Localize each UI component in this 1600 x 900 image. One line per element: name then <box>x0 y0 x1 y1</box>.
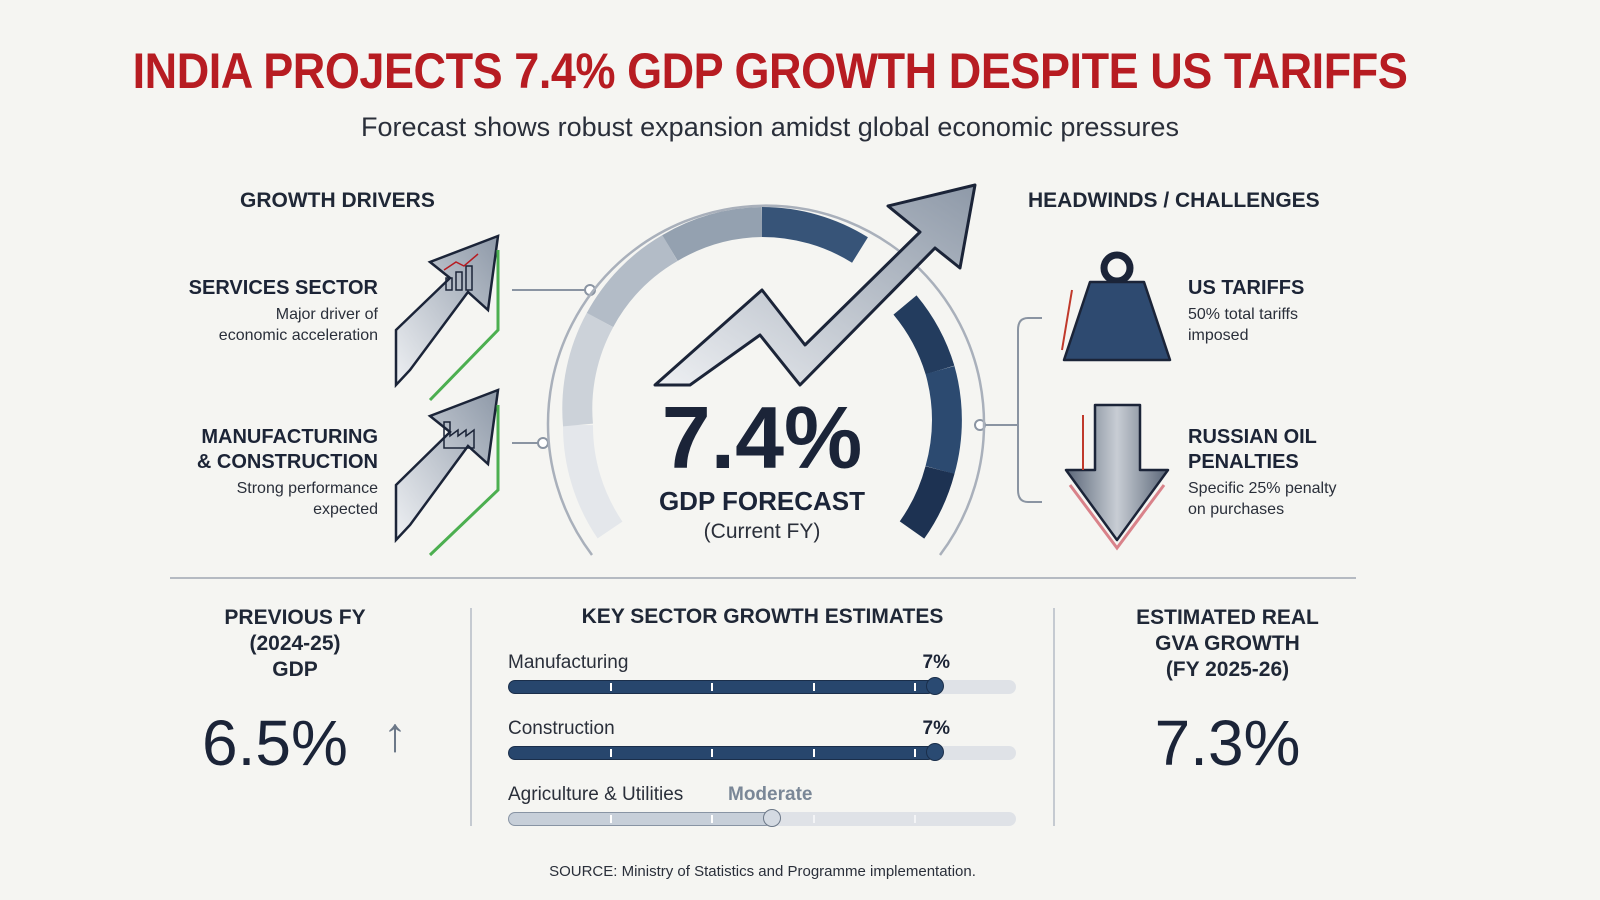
headwind-title: RUSSIAN OIL <box>1188 426 1317 448</box>
sector-bar-tick <box>812 815 815 823</box>
sector-bar-track <box>508 809 1016 827</box>
weight-icon <box>1061 251 1172 362</box>
growth-arrow-icon <box>653 183 977 387</box>
driver-services: SERVICES SECTOR Major driver of economic… <box>189 276 378 346</box>
sector-value: 7% <box>922 652 950 673</box>
sector-bar-knob <box>925 743 944 761</box>
sector-value: 7% <box>922 718 950 739</box>
sector-bar-fill <box>508 746 935 760</box>
sector-name: Agriculture & Utilities <box>508 784 684 805</box>
headwind-desc: on purchases <box>1188 501 1285 518</box>
sector-bar-tick <box>812 683 815 691</box>
sectors-heading: KEY SECTOR GROWTH ESTIMATES <box>581 605 944 628</box>
headwind-desc: 50% total tariffs <box>1188 306 1298 323</box>
sector-name: Construction <box>508 718 615 739</box>
connector-dot <box>537 437 549 449</box>
sector-bar-tick <box>609 749 612 757</box>
label-line: GDP <box>272 658 318 681</box>
connector-bracket <box>980 317 1042 503</box>
driver-title: MANUFACTURING <box>201 426 378 448</box>
driver-desc: economic acceleration <box>218 327 378 344</box>
growth-drivers-heading: GROWTH DRIVERS <box>240 189 435 212</box>
label-line: (2024-25) <box>249 632 341 655</box>
sector-bar-track <box>508 677 1016 695</box>
sector-bar-tick <box>711 683 714 691</box>
label-line: ESTIMATED REAL <box>1136 606 1319 629</box>
headwind-oil: RUSSIAN OIL PENALTIES Specific 25% penal… <box>1188 425 1337 520</box>
down-arrow-icon <box>1064 403 1170 551</box>
previous-fy-value: 6.5% <box>202 707 348 779</box>
page-title: INDIA PROJECTS 7.4% GDP GROWTH DESPITE U… <box>132 43 1408 99</box>
sector-bar-knob <box>925 677 944 695</box>
headwind-tariffs: US TARIFFS 50% total tariffs imposed <box>1188 276 1304 346</box>
sector-bar-fill <box>508 812 773 826</box>
gdp-forecast-sublabel: (Current FY) <box>703 520 821 543</box>
label-line: GVA GROWTH <box>1155 632 1300 655</box>
headwind-title: US TARIFFS <box>1188 277 1305 299</box>
label-line: (FY 2025-26) <box>1165 658 1290 681</box>
gdp-forecast-value: 7.4% <box>661 388 863 487</box>
sector-value: Moderate <box>728 784 813 805</box>
headwind-title: PENALTIES <box>1188 451 1299 473</box>
sector-bar-tick <box>914 683 917 691</box>
gva-value: 7.3% <box>1154 707 1301 779</box>
label-line: PREVIOUS FY <box>224 606 366 629</box>
driver-desc: Major driver of <box>275 306 378 323</box>
sector-bar-tick <box>914 749 917 757</box>
sector-bar-tick <box>609 815 612 823</box>
previous-fy-label: PREVIOUS FY (2024-25) GDP <box>170 605 420 683</box>
gauge-arc <box>562 206 962 539</box>
sector-bar-tick <box>711 749 714 757</box>
sector-bar-tick <box>609 683 612 691</box>
bar-chart-arrow-icon <box>394 234 500 402</box>
gauge-outer-ring <box>546 204 986 556</box>
driver-desc: expected <box>313 501 378 518</box>
sector-bar-fill <box>508 680 935 694</box>
sector-bar-knob <box>763 809 782 827</box>
factory-arrow-icon <box>394 388 500 557</box>
sector-bar-tick <box>914 815 917 823</box>
gdp-forecast-label: GDP FORECAST <box>658 486 866 516</box>
driver-desc: Strong performance <box>236 480 378 497</box>
sector-name: Manufacturing <box>508 652 629 673</box>
driver-title: & CONSTRUCTION <box>196 451 378 473</box>
driver-manufacturing: MANUFACTURING & CONSTRUCTION Strong perf… <box>197 425 378 520</box>
headwind-desc: Specific 25% penalty <box>1188 480 1337 497</box>
headwind-desc: imposed <box>1188 327 1249 344</box>
sector-bar-tick <box>812 749 815 757</box>
source-note: SOURCE: Ministry of Statistics and Progr… <box>549 863 976 880</box>
page-subtitle: Forecast shows robust expansion amidst g… <box>361 112 1179 142</box>
sector-bar-tick <box>711 815 714 823</box>
gva-label: ESTIMATED REAL GVA GROWTH (FY 2025-26) <box>1100 605 1355 683</box>
headwinds-heading: HEADWINDS / CHALLENGES <box>1028 189 1320 212</box>
driver-title: SERVICES SECTOR <box>188 277 378 299</box>
up-arrow-icon: ↑ <box>383 709 407 762</box>
sector-bar-track <box>508 743 1016 761</box>
